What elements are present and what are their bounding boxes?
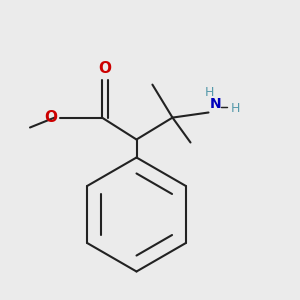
Text: H: H <box>231 101 240 115</box>
Text: O: O <box>45 110 58 124</box>
Text: N: N <box>209 97 221 111</box>
Text: H: H <box>205 86 214 99</box>
Text: O: O <box>98 61 112 76</box>
